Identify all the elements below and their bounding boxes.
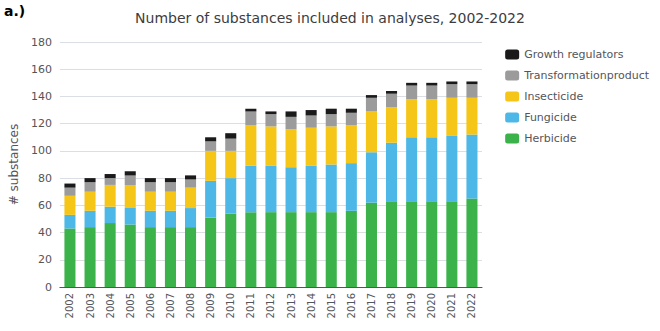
svg-text:Number of substances included: Number of substances included in analyse… <box>135 10 525 26</box>
svg-text:2011: 2011 <box>245 293 256 318</box>
svg-text:# substances: # substances <box>7 124 21 206</box>
svg-text:Fungicide: Fungicide <box>524 111 577 124</box>
svg-text:2018: 2018 <box>386 293 397 318</box>
svg-text:Growth regulators: Growth regulators <box>524 48 624 61</box>
svg-text:40: 40 <box>38 226 52 239</box>
svg-text:140: 140 <box>31 90 52 103</box>
svg-text:2009: 2009 <box>205 293 216 318</box>
svg-text:60: 60 <box>38 199 52 212</box>
svg-text:100: 100 <box>31 144 52 157</box>
svg-text:Herbicide: Herbicide <box>524 132 577 145</box>
svg-text:2010: 2010 <box>225 293 236 318</box>
svg-text:2008: 2008 <box>185 293 196 318</box>
svg-text:2022: 2022 <box>466 293 477 318</box>
svg-text:2007: 2007 <box>165 293 176 318</box>
svg-text:20: 20 <box>38 253 52 266</box>
svg-text:120: 120 <box>31 117 52 130</box>
svg-text:2005: 2005 <box>125 293 136 318</box>
svg-text:2006: 2006 <box>145 293 156 318</box>
svg-text:0: 0 <box>45 281 52 294</box>
svg-text:2003: 2003 <box>85 293 96 318</box>
svg-text:2012: 2012 <box>265 293 276 318</box>
svg-text:2020: 2020 <box>426 293 437 318</box>
svg-text:Insecticide: Insecticide <box>524 90 583 103</box>
svg-text:2004: 2004 <box>105 293 116 318</box>
svg-text:80: 80 <box>38 172 52 185</box>
svg-text:a.): a.) <box>4 3 25 19</box>
svg-text:2014: 2014 <box>306 293 317 318</box>
svg-text:2015: 2015 <box>326 293 337 318</box>
svg-text:2019: 2019 <box>406 293 417 318</box>
svg-text:2013: 2013 <box>286 293 297 318</box>
svg-text:180: 180 <box>31 36 52 49</box>
svg-text:160: 160 <box>31 63 52 76</box>
svg-text:2016: 2016 <box>346 293 357 318</box>
svg-text:2002: 2002 <box>64 293 75 318</box>
svg-text:2017: 2017 <box>366 293 377 318</box>
svg-text:2021: 2021 <box>446 293 457 318</box>
svg-text:Transformationproduct: Transformationproduct <box>523 69 650 82</box>
